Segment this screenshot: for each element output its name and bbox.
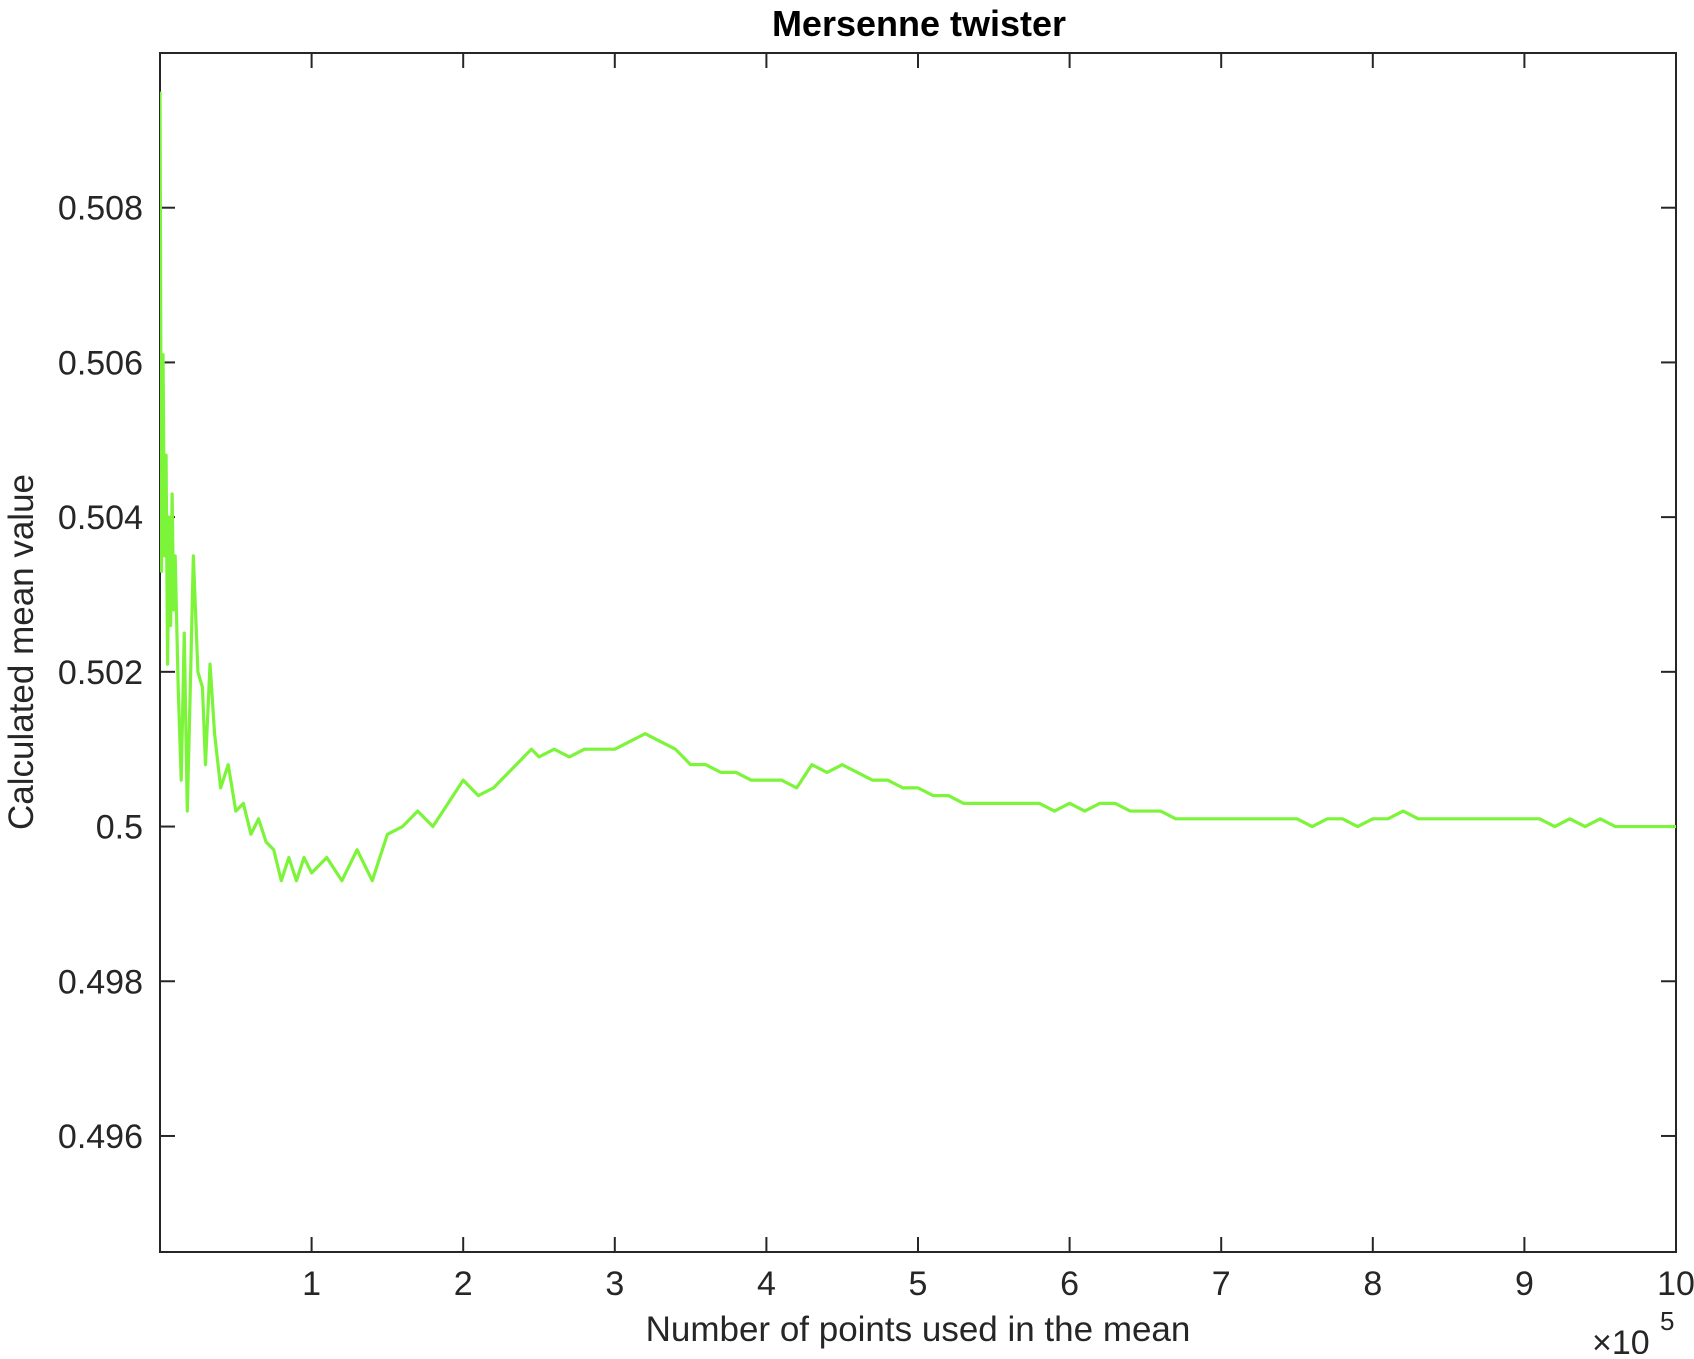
y-tick-label: 0.504 [58, 499, 143, 537]
y-axis-label: Calculated mean value [2, 474, 41, 830]
x-exponent-base: ×10 [1592, 1324, 1650, 1354]
x-tick-label: 4 [757, 1265, 776, 1303]
y-tick-label: 0.508 [58, 190, 143, 228]
x-tick-label: 7 [1212, 1265, 1231, 1303]
x-tick-label: 2 [454, 1265, 473, 1303]
x-tick-label: 1 [302, 1265, 321, 1303]
y-tick-label: 0.498 [58, 963, 143, 1001]
x-tick-label: 5 [909, 1265, 928, 1303]
x-tick-label: 10 [1657, 1265, 1694, 1303]
x-axis-ticks [310, 53, 1677, 1252]
x-exponent: ×10 5 [1592, 1306, 1674, 1359]
x-axis-label: Number of points used in the mean [646, 1310, 1191, 1349]
chart-title: Mersenne twister [772, 3, 1066, 44]
x-exponent-power: 5 [1660, 1306, 1674, 1336]
plot-area: 1 2 3 4 5 6 7 8 9 10 0.496 0.498 0.5 0.502 0.504 0.506… [58, 52, 1694, 1303]
x-tick-label: 8 [1363, 1265, 1382, 1303]
y-tick-label: 0.502 [58, 654, 143, 692]
series-group [160, 91, 1676, 883]
series-line-0 [160, 91, 1676, 883]
y-tick-label: 0.506 [58, 344, 143, 382]
y-axis-tick-labels: 0.496 0.498 0.5 0.502 0.504 0.506 0.508 [58, 190, 143, 1156]
x-axis-tick-labels: 1 2 3 4 5 6 7 8 9 10 [302, 1265, 1694, 1303]
x-tick-label: 6 [1060, 1265, 1079, 1303]
y-tick-label: 0.496 [58, 1118, 143, 1156]
x-tick-label: 3 [605, 1265, 624, 1303]
y-tick-label: 0.5 [96, 809, 143, 847]
x-tick-label: 9 [1515, 1265, 1534, 1303]
